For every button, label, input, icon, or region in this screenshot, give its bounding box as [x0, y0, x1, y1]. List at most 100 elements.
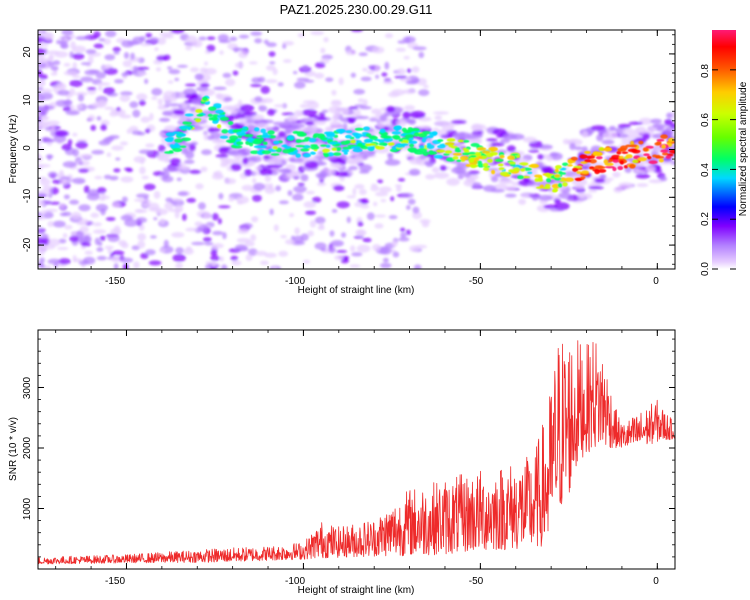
- spectrogram-cell: [285, 239, 296, 245]
- spectrogram-cell: [273, 224, 279, 232]
- spectrogram-cell: [343, 257, 349, 261]
- spectrogram-cell: [120, 91, 133, 96]
- spectrogram-cell: [38, 189, 52, 196]
- spectrogram-cell: [82, 232, 92, 236]
- spectrogram-peak: [527, 171, 533, 175]
- spectrogram-cell: [251, 216, 259, 223]
- spectrogram-cell: [121, 242, 129, 249]
- spectrogram-cell: [38, 200, 46, 207]
- spectrogram-cell: [293, 123, 306, 128]
- spectrogram-peak: [452, 156, 459, 160]
- spectrogram-peak: [213, 103, 222, 108]
- spectrogram-peak: [172, 147, 183, 152]
- spectrogram-peak: [572, 167, 579, 172]
- spectrogram-peak: [363, 126, 370, 131]
- spectrogram-peak: [619, 160, 625, 165]
- spectrogram-cell: [670, 123, 675, 129]
- bottom-ytick-label-1: 2000: [22, 436, 33, 459]
- spectrogram-cell: [103, 174, 112, 180]
- spectrogram-cell: [159, 218, 166, 225]
- spectrogram-peak: [457, 139, 464, 143]
- spectrogram-peak: [413, 131, 420, 137]
- spectrogram-cell: [52, 220, 66, 228]
- spectrogram-cell: [182, 248, 194, 255]
- spectrogram-cell: [617, 123, 632, 129]
- spectrogram-cell: [221, 264, 228, 269]
- spectrogram-peak: [625, 154, 633, 159]
- spectrogram-cell: [341, 232, 347, 238]
- spectrogram-cell: [47, 171, 58, 178]
- spectrogram-peak: [352, 146, 361, 149]
- spectrogram-cell: [588, 189, 598, 193]
- spectrogram-cell: [83, 185, 90, 194]
- spectrogram-cell: [212, 230, 224, 236]
- spectrogram-cell: [266, 42, 277, 48]
- spectrogram-peak: [184, 113, 194, 117]
- spectrogram-cell: [72, 148, 79, 157]
- spectrogram-cell: [282, 43, 287, 49]
- spectrogram-cell: [150, 235, 157, 239]
- spectrogram-cell: [259, 260, 269, 265]
- spectrogram-cell: [87, 56, 94, 65]
- spectrogram-cell: [346, 195, 356, 199]
- spectrogram-cell: [305, 210, 317, 216]
- spectrogram-cell: [330, 101, 343, 107]
- spectrogram-peak: [656, 138, 665, 142]
- spectrogram-cell: [588, 185, 604, 190]
- colorbar-tick-label-1: 0.2: [700, 212, 711, 226]
- spectrogram-peak: [603, 147, 613, 152]
- spectrogram-cell: [194, 73, 204, 81]
- spectrogram-peak: [482, 167, 490, 171]
- spectrogram-cell: [40, 115, 50, 121]
- spectrogram-peak: [488, 146, 498, 152]
- spectrogram-cell: [211, 261, 217, 268]
- spectrogram-cell: [96, 82, 111, 86]
- spectrogram-cell: [87, 189, 100, 197]
- spectrogram-cell: [137, 72, 148, 76]
- spectrogram-cell: [252, 194, 262, 202]
- spectrogram-cell: [125, 168, 134, 173]
- snr-series-line: [38, 340, 675, 565]
- spectrogram-cell: [59, 40, 68, 48]
- spectrogram-cell: [65, 110, 80, 116]
- spectrogram-cell: [250, 83, 262, 88]
- spectrogram-cell: [543, 204, 558, 209]
- spectrogram-cell: [81, 241, 91, 247]
- spectrogram-peak: [637, 157, 647, 162]
- spectrogram-cell: [224, 178, 237, 185]
- spectrogram-peak: [261, 150, 272, 155]
- top-ytick-label-0: -20: [22, 237, 33, 252]
- spectrogram-cell: [418, 89, 430, 96]
- spectrogram-peak: [207, 113, 213, 118]
- spectrogram-cell: [206, 36, 216, 41]
- spectrogram-cell: [54, 130, 69, 137]
- spectrogram-peak: [595, 155, 603, 160]
- spectrogram-peak: [459, 155, 469, 161]
- spectrogram-peak: [350, 139, 357, 144]
- spectrogram-peak: [539, 184, 544, 188]
- spectrogram-cell: [412, 206, 420, 214]
- spectrogram-cell: [132, 109, 141, 118]
- spectrogram-cell: [38, 196, 41, 203]
- spectrogram-cell: [145, 32, 153, 38]
- spectrogram-peak: [421, 138, 427, 143]
- spectrogram-cell: [99, 197, 106, 202]
- spectrogram-cell: [372, 46, 385, 54]
- spectrogram-cell: [172, 253, 186, 262]
- spectrogram-cell: [384, 33, 394, 39]
- spectrogram-cell: [124, 218, 138, 227]
- spectrogram-peak: [300, 148, 310, 152]
- spectrogram-cell: [400, 232, 407, 238]
- spectrogram-cell: [157, 98, 163, 106]
- spectrogram-cell: [462, 171, 472, 178]
- spectrogram-cell: [62, 161, 77, 168]
- spectrogram-cell: [358, 52, 368, 57]
- spectrogram-cell: [96, 255, 107, 261]
- spectrogram-cell: [292, 71, 298, 75]
- spectrogram-cell: [397, 40, 407, 44]
- spectrogram-cell: [319, 170, 327, 178]
- spectrogram-cell: [47, 258, 61, 265]
- spectrogram-cell: [353, 88, 366, 95]
- bottom-xtick-label-3: 0: [653, 576, 659, 587]
- spectrogram-cell: [278, 121, 291, 128]
